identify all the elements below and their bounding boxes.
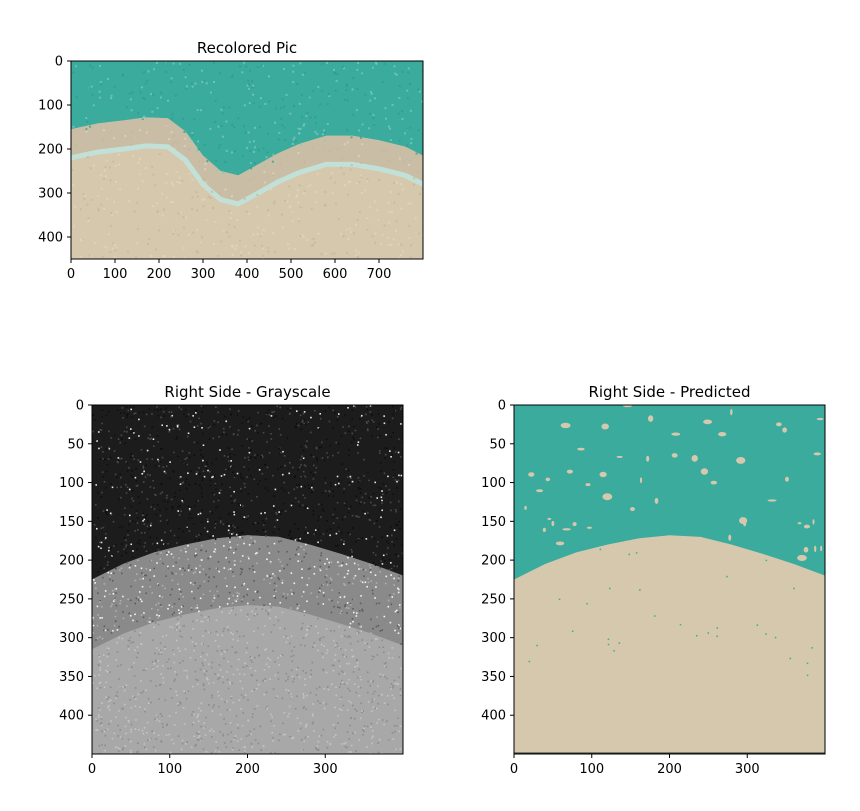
y-tick-label: 100 bbox=[38, 99, 63, 114]
grayscale-image bbox=[92, 405, 403, 754]
x-tick-label: 200 bbox=[657, 762, 682, 777]
y-tick-label: 400 bbox=[59, 709, 84, 724]
x-tick-label: 100 bbox=[103, 267, 128, 282]
y-tick-label: 250 bbox=[59, 592, 84, 607]
y-tick-label: 200 bbox=[59, 554, 84, 569]
y-tick-label: 400 bbox=[481, 709, 506, 724]
x-tick-label: 400 bbox=[235, 267, 260, 282]
predicted-image bbox=[514, 405, 825, 754]
axes-2: Right Side - Predicted 0 100 200 300 0 50 100 15… bbox=[481, 383, 826, 777]
y-tick-label: 350 bbox=[481, 670, 506, 685]
y-tick-label: 150 bbox=[59, 515, 84, 530]
axes-1: Right Side - Grayscale 0 100 200 300 0 50 100 15… bbox=[59, 383, 404, 777]
y-tick-label: 350 bbox=[59, 670, 84, 685]
y-tick-label: 200 bbox=[481, 554, 506, 569]
panel-title: Right Side - Predicted bbox=[588, 383, 750, 401]
y-tick-label: 0 bbox=[76, 399, 84, 414]
x-tick-label: 100 bbox=[157, 762, 182, 777]
x-tick-label: 0 bbox=[510, 762, 518, 777]
y-tick-label: 100 bbox=[481, 476, 506, 491]
panel-title: Right Side - Grayscale bbox=[164, 383, 330, 401]
x-tick-label: 300 bbox=[735, 762, 760, 777]
y-tick-label: 300 bbox=[59, 631, 84, 646]
x-tick-label: 0 bbox=[67, 267, 75, 282]
x-tick-label: 500 bbox=[279, 267, 304, 282]
panel-title: Recolored Pic bbox=[197, 39, 297, 57]
y-tick-label: 200 bbox=[38, 143, 63, 158]
y-tick-label: 50 bbox=[67, 437, 84, 452]
recolored-image bbox=[71, 61, 423, 259]
y-tick-label: 0 bbox=[498, 399, 506, 414]
y-tick-label: 50 bbox=[489, 437, 506, 452]
y-tick-label: 400 bbox=[38, 231, 63, 246]
y-tick-label: 0 bbox=[55, 55, 63, 70]
y-tick-label: 250 bbox=[481, 592, 506, 607]
x-tick-label: 700 bbox=[367, 267, 392, 282]
y-tick-label: 300 bbox=[38, 187, 63, 202]
y-tick-label: 150 bbox=[481, 515, 506, 530]
axes-0: Recolored Pic 0 100 200 300 400 500 600 700 0 100 2… bbox=[38, 39, 424, 282]
y-tick-label: 300 bbox=[481, 631, 506, 646]
x-tick-label: 100 bbox=[579, 762, 604, 777]
x-tick-label: 600 bbox=[323, 267, 348, 282]
x-tick-label: 300 bbox=[313, 762, 338, 777]
x-tick-label: 200 bbox=[235, 762, 260, 777]
x-tick-label: 0 bbox=[88, 762, 96, 777]
y-tick-label: 100 bbox=[59, 476, 84, 491]
x-tick-label: 300 bbox=[191, 267, 216, 282]
x-tick-label: 200 bbox=[147, 267, 172, 282]
